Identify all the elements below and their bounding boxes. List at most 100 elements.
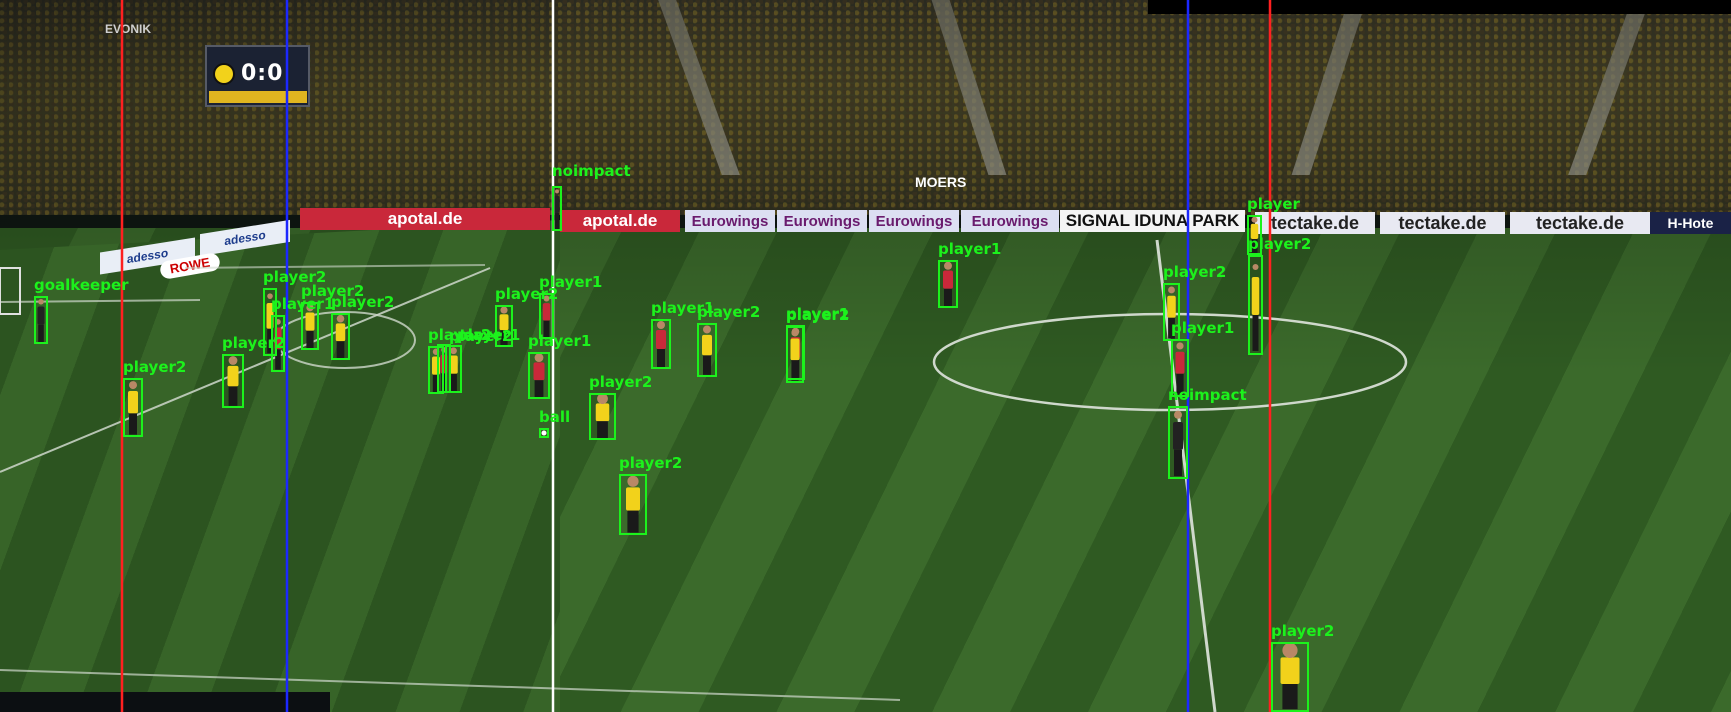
- detection-box: [331, 313, 350, 360]
- player-torso: [1167, 295, 1176, 318]
- ad-eurowings: Eurowings: [777, 210, 867, 232]
- ad-eurowings: Eurowings: [869, 210, 959, 232]
- player-head: [555, 189, 559, 194]
- detection-label: player2: [697, 303, 761, 321]
- detection-label: goalkeeper: [34, 276, 129, 294]
- detection-label: player2: [331, 293, 395, 311]
- detection-label: player2: [428, 326, 492, 344]
- player-torso: [702, 334, 712, 356]
- player-torso: [1173, 422, 1183, 450]
- player-legs: [1176, 373, 1184, 395]
- player-legs: [555, 213, 559, 230]
- detection-label: player: [1247, 195, 1300, 213]
- ad-apotal: apotal.de: [560, 210, 680, 232]
- player-legs: [597, 421, 608, 439]
- ad-eurowings: Eurowings: [961, 210, 1059, 232]
- scoreboard-score: 0:0: [241, 61, 284, 86]
- player-torso: [595, 403, 610, 422]
- detection-label: player1: [539, 273, 603, 291]
- detection-label: player2: [263, 268, 327, 286]
- player-legs: [657, 349, 665, 367]
- player-legs: [336, 341, 345, 359]
- stadium-scoreboard: 0:0: [205, 45, 310, 107]
- detection-box: [1271, 642, 1309, 712]
- detection-label: noimpact: [552, 162, 631, 180]
- player-head: [1251, 216, 1258, 223]
- detection-box: [528, 352, 550, 399]
- player-torso: [335, 323, 346, 342]
- detection-box: [1247, 215, 1262, 255]
- ad-tectake: tectake.de: [1380, 212, 1505, 234]
- player-head: [597, 393, 608, 405]
- bvb-logo-icon: [213, 63, 235, 85]
- player-legs: [534, 380, 544, 398]
- detection-box: [938, 260, 958, 308]
- player-legs: [432, 374, 440, 393]
- detection-box: [539, 428, 549, 438]
- detection-box: [263, 288, 277, 356]
- player-head: [500, 306, 508, 314]
- detection-box: [589, 393, 616, 440]
- detection-box: [301, 302, 319, 350]
- detection-box: [651, 319, 671, 369]
- detection-box: [123, 378, 143, 437]
- player-head: [450, 347, 457, 355]
- player-torso: [305, 312, 315, 331]
- player-legs: [500, 330, 508, 346]
- player-legs: [1282, 684, 1298, 710]
- player-head: [703, 325, 711, 334]
- detection-label: player1: [457, 326, 521, 344]
- detection-label: player1: [1171, 319, 1235, 337]
- player-legs: [450, 373, 457, 392]
- ad-evonik: EVONIK: [105, 22, 152, 36]
- player-head: [1174, 410, 1182, 419]
- detection-label: player2: [301, 282, 365, 300]
- player-legs: [1251, 239, 1258, 254]
- player-head: [791, 329, 799, 337]
- player-head: [657, 321, 665, 329]
- player-torso: [1175, 351, 1185, 374]
- detection-label: player2: [1248, 235, 1312, 253]
- detection-label: player2: [495, 285, 559, 303]
- ad-moers: MOERS: [915, 174, 967, 190]
- player-head: [1252, 264, 1259, 270]
- detection-box: [552, 186, 562, 231]
- player-legs: [228, 386, 238, 406]
- player-torso: [1250, 223, 1259, 239]
- player-head: [1176, 342, 1184, 350]
- detection-label: player2: [786, 306, 850, 324]
- player-torso: [533, 362, 545, 381]
- player-head: [534, 353, 544, 363]
- detection-box: [495, 305, 513, 347]
- player-torso: [37, 306, 45, 325]
- broadcast-strip: [0, 692, 330, 712]
- player-head: [306, 304, 314, 312]
- player-torso: [943, 270, 953, 289]
- player-head: [38, 298, 44, 305]
- player-head: [1282, 642, 1298, 659]
- detection-label: player2: [1271, 622, 1335, 640]
- player-head: [129, 381, 137, 390]
- player-legs: [129, 413, 137, 435]
- detection-box: [697, 323, 717, 377]
- detection-box: [1248, 255, 1263, 355]
- ad-tectake: tectake.de: [1510, 212, 1650, 234]
- detection-box: [786, 326, 804, 383]
- detection-box: [1171, 339, 1189, 397]
- player-legs: [306, 330, 314, 349]
- ad-hotel: H-Hote: [1650, 212, 1731, 234]
- ad-eurowings: Eurowings: [685, 210, 775, 232]
- player-legs: [441, 373, 447, 392]
- detection-label: player2: [123, 358, 187, 376]
- detection-box: [539, 293, 554, 339]
- player-legs: [1252, 315, 1259, 351]
- player-torso: [542, 303, 551, 321]
- stadium-stands: [0, 0, 1731, 215]
- detection-label: player2: [222, 334, 286, 352]
- player-head: [1168, 286, 1175, 294]
- player-legs: [944, 288, 952, 307]
- ad-tectake: tectake.de: [1255, 212, 1375, 234]
- player-legs: [1168, 317, 1175, 339]
